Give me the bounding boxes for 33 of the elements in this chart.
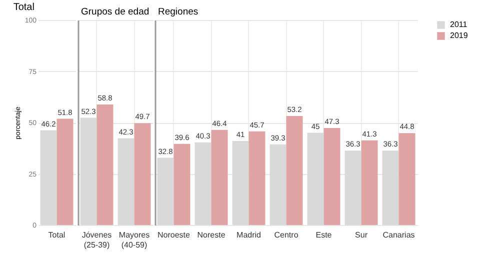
bar bbox=[194, 142, 211, 225]
bar bbox=[232, 140, 248, 225]
bar bbox=[344, 150, 361, 225]
x-tick-label: Jóvenes (25-39) bbox=[81, 230, 112, 250]
bar bbox=[382, 150, 398, 225]
legend-label: 2019 bbox=[450, 31, 468, 40]
bar bbox=[80, 118, 96, 225]
chart-title: Total bbox=[13, 2, 34, 13]
chart-title: Grupos de edad bbox=[80, 6, 149, 18]
bar bbox=[286, 116, 302, 225]
bar bbox=[323, 128, 340, 225]
bar bbox=[360, 140, 378, 225]
x-tick-label: Noroeste bbox=[157, 230, 190, 240]
chart-title: Regiones bbox=[158, 6, 198, 18]
x-tick-label: Sur bbox=[354, 230, 368, 240]
bar bbox=[173, 144, 190, 225]
legend-label: 2011 bbox=[450, 20, 468, 29]
bar bbox=[156, 158, 174, 225]
x-tick-label: Total bbox=[48, 230, 66, 240]
x-tick-label: Mayores (40-59) bbox=[118, 230, 150, 250]
bar bbox=[117, 138, 134, 225]
x-tick-label: Noreste bbox=[196, 230, 226, 240]
x-tick-label: Este bbox=[315, 230, 332, 240]
bar bbox=[398, 133, 415, 225]
bar bbox=[306, 132, 324, 225]
bar bbox=[96, 104, 113, 225]
x-tick-label: Madrid bbox=[236, 230, 260, 240]
x-tick-label: Centro bbox=[274, 230, 298, 240]
bar bbox=[248, 131, 265, 225]
bar bbox=[210, 130, 228, 225]
x-tick-label: Canarias bbox=[382, 230, 414, 240]
bar bbox=[269, 144, 286, 225]
bar bbox=[134, 123, 150, 225]
